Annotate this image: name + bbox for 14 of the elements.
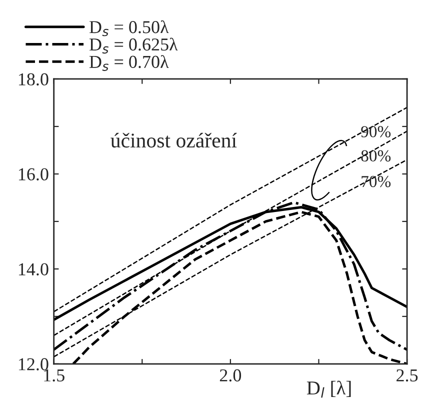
y-tick-label: 14.0 [18, 263, 48, 276]
y-tick-label: 12.0 [18, 358, 48, 370]
x-axis-title: D$_{l}$ [λ] [306, 380, 351, 398]
annotation: 90% [361, 126, 391, 138]
legend-label: D$_{s}$ = 0.625λ [89, 38, 178, 54]
x-tick-label: 2.5 [396, 369, 418, 382]
x-tick-label: 2.0 [220, 369, 242, 382]
legend-label: D$_{s}$ = 0.50λ [89, 20, 169, 36]
legend-label: D$_{s}$ = 0.70λ [89, 55, 169, 71]
y-tick-label: 16.0 [18, 168, 48, 180]
x-tick-label: 1.5 [44, 369, 64, 382]
annotation: účinost ozáření [110, 132, 237, 148]
y-tick-label: 18.0 [18, 73, 48, 86]
annotation: 80% [361, 150, 391, 162]
